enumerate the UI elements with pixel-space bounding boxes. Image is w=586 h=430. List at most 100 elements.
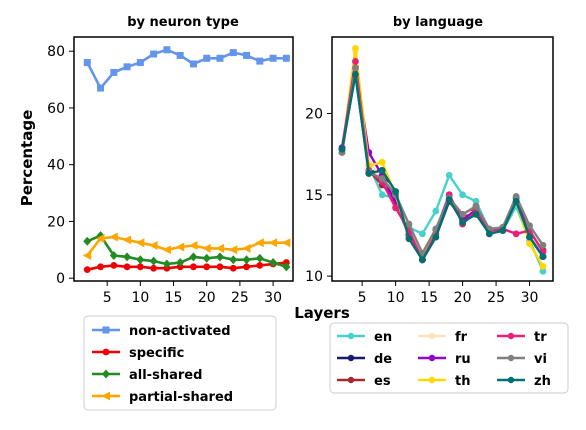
data-point bbox=[365, 170, 372, 177]
panel-by-language: by language 5 10 15 20 25 30 10 15 20 bbox=[305, 15, 553, 306]
data-point bbox=[216, 244, 225, 253]
data-point bbox=[269, 238, 278, 247]
x-tick-label: 25 bbox=[231, 290, 249, 306]
data-point bbox=[282, 238, 291, 247]
legend-marker bbox=[103, 327, 110, 334]
x-axis-label: Layers bbox=[294, 304, 350, 322]
data-point bbox=[473, 203, 480, 210]
x-tick-label: 20 bbox=[198, 290, 216, 306]
data-point bbox=[392, 188, 399, 195]
plot-area bbox=[339, 45, 547, 275]
legend-marker bbox=[429, 377, 435, 383]
data-point bbox=[136, 238, 145, 247]
series-line bbox=[342, 52, 543, 255]
data-point bbox=[84, 59, 91, 66]
data-point bbox=[256, 254, 264, 263]
legend-label: ru bbox=[455, 352, 471, 367]
y-tick-label: 20 bbox=[305, 106, 323, 122]
data-point bbox=[540, 242, 547, 249]
x-tick-label: 5 bbox=[358, 290, 367, 306]
x-tick-label: 15 bbox=[165, 290, 183, 306]
legend-marker bbox=[429, 333, 435, 339]
data-point bbox=[243, 255, 251, 264]
legend-neuron-type: non-activated specific all-shared partial-s… bbox=[84, 316, 276, 410]
data-point bbox=[513, 230, 520, 237]
data-point bbox=[150, 257, 158, 266]
legend-label: all-shared bbox=[129, 368, 202, 383]
legend-label: vi bbox=[534, 352, 547, 367]
data-point bbox=[270, 55, 277, 62]
y-tick-label: 15 bbox=[305, 188, 323, 204]
data-point bbox=[216, 252, 224, 261]
legend-frame bbox=[330, 323, 568, 393]
legend-label: specific bbox=[129, 346, 184, 361]
data-point bbox=[123, 235, 132, 244]
data-point bbox=[256, 262, 263, 269]
data-point bbox=[446, 172, 453, 179]
series-line bbox=[342, 68, 543, 253]
data-point bbox=[459, 219, 466, 226]
data-point bbox=[124, 263, 131, 270]
y-tick-label: 20 bbox=[47, 214, 65, 230]
data-point bbox=[177, 52, 184, 59]
data-point bbox=[459, 191, 466, 198]
data-point bbox=[379, 191, 386, 198]
legend-label: en bbox=[374, 330, 392, 345]
data-point bbox=[83, 251, 92, 260]
data-point bbox=[163, 46, 170, 53]
x-tick-label: 5 bbox=[103, 290, 112, 306]
series-line bbox=[87, 50, 286, 88]
data-point bbox=[540, 263, 547, 270]
data-point bbox=[432, 234, 439, 241]
y-tick-label: 10 bbox=[305, 269, 323, 285]
data-point bbox=[419, 256, 426, 263]
series-non-activated bbox=[84, 46, 290, 91]
legend-marker bbox=[348, 355, 354, 361]
data-point bbox=[109, 233, 118, 242]
data-point bbox=[203, 55, 210, 62]
legend-label: tr bbox=[534, 330, 547, 345]
plot-area bbox=[83, 46, 291, 273]
x-tick-label: 20 bbox=[454, 290, 472, 306]
data-point bbox=[123, 252, 131, 261]
legend-marker bbox=[103, 349, 110, 356]
data-point bbox=[190, 263, 197, 270]
data-point bbox=[486, 230, 493, 237]
data-point bbox=[229, 255, 237, 264]
legend-marker bbox=[508, 355, 514, 361]
data-point bbox=[230, 49, 237, 56]
data-point bbox=[83, 237, 91, 246]
legend-label: non-activated bbox=[129, 324, 231, 339]
data-point bbox=[150, 265, 157, 272]
data-point bbox=[256, 58, 263, 65]
data-point bbox=[202, 244, 211, 253]
data-point bbox=[149, 241, 158, 250]
data-point bbox=[136, 255, 144, 264]
x-tick-label: 15 bbox=[420, 290, 438, 306]
legend-label: partial-shared bbox=[129, 390, 233, 405]
data-point bbox=[352, 58, 359, 65]
data-point bbox=[352, 45, 359, 52]
data-point bbox=[499, 227, 506, 234]
data-point bbox=[84, 266, 91, 273]
data-point bbox=[110, 69, 117, 76]
panel-title: by neuron type bbox=[127, 15, 239, 30]
data-point bbox=[283, 55, 290, 62]
y-tick-label: 60 bbox=[47, 101, 65, 117]
x-tick-label: 25 bbox=[487, 290, 505, 306]
legend-language: en de es fr ru th tr vi zh bbox=[330, 323, 568, 393]
data-point bbox=[419, 230, 426, 237]
data-point bbox=[339, 146, 346, 153]
data-point bbox=[392, 204, 399, 211]
y-tick-label: 0 bbox=[56, 271, 65, 287]
data-point bbox=[229, 245, 238, 254]
data-point bbox=[255, 238, 264, 247]
data-point bbox=[97, 263, 104, 270]
data-point bbox=[150, 51, 157, 58]
series-line bbox=[342, 61, 543, 260]
data-point bbox=[406, 235, 413, 242]
legend-marker bbox=[508, 377, 514, 383]
y-axis-label: Percentage bbox=[18, 110, 36, 207]
data-point bbox=[190, 60, 197, 67]
data-point bbox=[162, 245, 171, 254]
